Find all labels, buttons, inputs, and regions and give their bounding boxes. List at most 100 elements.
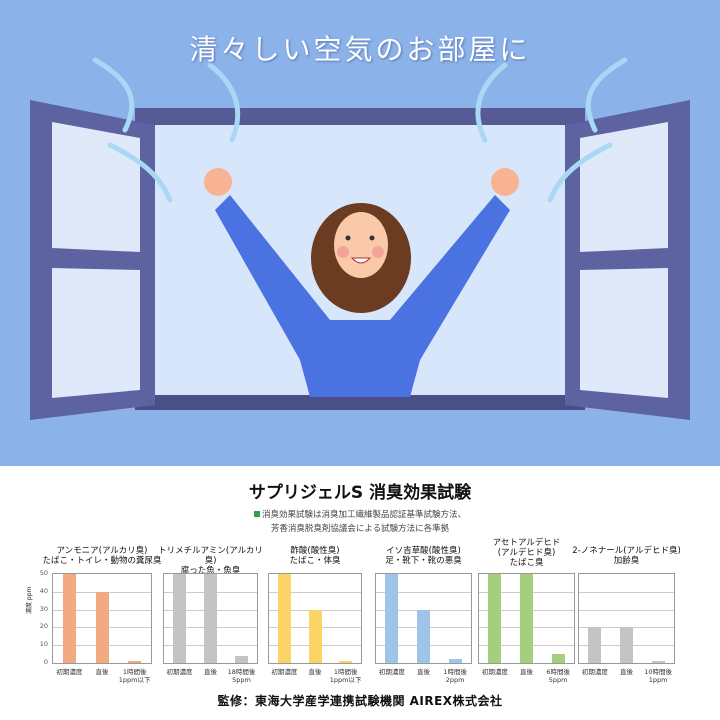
bar-初期濃度 [488, 574, 502, 663]
x-category: 直後 [520, 668, 533, 676]
x-category: 初期濃度 [378, 668, 405, 676]
test-title: サプリジェルS 消臭効果試験 [248, 483, 472, 503]
x-sublabel: 2ppm [445, 676, 465, 684]
gridline [579, 591, 674, 593]
hero-title: 清々しい空気のお部屋に [189, 33, 531, 66]
chart-4: アセトアルデヒド (アルデヒド臭) たばこ臭初期濃度 直後 6時間後 5ppm [478, 466, 575, 720]
bar-直後 [308, 609, 322, 663]
x-category: 初期濃度 [581, 668, 608, 676]
y-tick-label: 10 [39, 640, 48, 649]
x-sublabel: 1ppm以下 [118, 676, 151, 684]
chart-title-line: たばこ・トイレ・動物の糞尿臭 [42, 556, 162, 566]
chart-title-line: 2-ノネナール(アルデヒド臭) [572, 546, 681, 556]
plot-area [375, 573, 472, 664]
supervisor-credit: 監修：東海大学産学連携試験機関 AIREX株式会社 [217, 694, 503, 708]
bar-直後 [417, 609, 430, 663]
x-category: 10時間後 [644, 668, 673, 676]
hero-illustration: 清々しい空気のお部屋に [0, 0, 720, 466]
bar-1時間後 [128, 661, 142, 663]
note-text: 消臭効果試験は消臭加工繊維製品認証基準試験方法、 [261, 510, 466, 520]
bar-1時間後 [448, 659, 462, 663]
x-category: 初期濃度 [481, 668, 508, 676]
x-category: 直後 [204, 668, 217, 676]
x-tick-label: 直後 [404, 668, 444, 676]
chart-title: 2-ノネナール(アルデヒド臭) 加齢臭 [568, 546, 685, 566]
bar-直後 [620, 627, 633, 663]
y-tick-label: 30 [39, 604, 48, 613]
chart-title-line: (アルデヒド臭) [497, 548, 556, 558]
x-category: 直後 [620, 668, 633, 676]
x-category: 1時間後 [333, 668, 358, 676]
gridline [579, 609, 674, 611]
bar-直後 [520, 574, 533, 663]
y-axis-label: 濃度 ppm [26, 586, 33, 614]
bar-6時間後 [551, 654, 565, 663]
plot-area [478, 573, 575, 664]
x-tick-label: 直後 [607, 668, 647, 676]
window-illustration [30, 57, 690, 420]
chart-title: イソ吉草酸(酸性臭) 足・靴下・靴の悪臭 [365, 546, 482, 566]
x-category: 初期濃度 [56, 668, 83, 676]
chart-title-line: たばこ臭 [509, 558, 544, 568]
plot-area [268, 573, 362, 664]
x-category: 初期濃度 [166, 668, 193, 676]
chart-2: 酢酸(酸性臭) たばこ・体臭 初期濃度 直後 1時間後 1ppm以下 [268, 466, 362, 720]
plot-area [52, 573, 152, 664]
chart-0: アンモニア(アルカリ臭) たばこ・トイレ・動物の糞尿臭 0 10 20 30 40 50 初期濃… [40, 466, 162, 720]
chart-title: トリメチルアミン(アルカリ臭) 腐った魚・魚臭 [153, 546, 268, 576]
gridline [269, 591, 361, 593]
x-category: 1時間後 [122, 668, 147, 676]
y-tick-label: 50 [39, 569, 48, 577]
x-tick-label: 6時間後 5ppm [538, 668, 578, 684]
x-tick-label: 直後 [191, 668, 231, 676]
x-sublabel: 1ppm [648, 676, 668, 684]
y-tick-label: 0 [43, 658, 48, 666]
chart-title-line: アンモニア(アルカリ臭) [56, 546, 148, 556]
chart-title: アセトアルデヒド (アルデヒド臭) たばこ臭 [468, 538, 585, 568]
chart-title-line: アセトアルデヒド [492, 538, 561, 548]
x-tick-label: 直後 [82, 668, 122, 676]
x-category: 1時間後 [443, 668, 467, 676]
bullet-square-icon [253, 511, 260, 517]
chart-5: 2-ノネナール(アルデヒド臭) 加齢臭初期濃度 直後 10時間後 1ppm [572, 466, 681, 720]
x-category: 直後 [308, 668, 322, 676]
x-category: 直後 [417, 668, 430, 676]
bar-初期濃度 [62, 574, 76, 663]
x-category: 18時間後 [227, 668, 256, 676]
test-note-line1: 消臭効果試験は消臭加工繊維製品認証基準試験方法、 [0, 508, 720, 520]
x-sublabel: 5ppm [232, 676, 251, 684]
x-tick-label: 初期濃度 [160, 668, 200, 676]
x-tick-label: 1時間後 1ppm以下 [115, 668, 155, 684]
plot-area [163, 573, 258, 664]
chart-title-line: 加齢臭 [613, 556, 640, 566]
test-note-line2: 芳香消臭脱臭剤協議会による試験方法に各準拠 [270, 524, 450, 534]
x-tick-label: 初期濃度 [264, 668, 304, 676]
bar-直後 [204, 574, 217, 663]
x-category: 初期濃度 [271, 668, 298, 676]
chart-title-line: 足・靴下・靴の悪臭 [385, 556, 462, 566]
chart-title: アンモニア(アルカリ臭) たばこ・トイレ・動物の糞尿臭 [42, 546, 162, 566]
chart-title-line: トリメチルアミン(アルカリ臭) [158, 546, 263, 566]
chart-title-line: 腐った魚・魚臭 [180, 566, 241, 576]
chart-title-line: 酢酸(酸性臭) [290, 546, 340, 556]
y-tick-label: 20 [39, 622, 48, 631]
x-tick-label: 初期濃度 [49, 668, 89, 676]
deodorant-test-section: サプリジェルS 消臭効果試験 消臭効果試験は消臭加工繊維製品認証基準試験方法、 … [0, 466, 720, 720]
x-tick-label: 初期濃度 [575, 668, 615, 676]
bar-初期濃度 [173, 574, 186, 663]
x-tick-label: 18時間後 5ppm [222, 668, 262, 684]
chart-1: トリメチルアミン(アルカリ臭) 腐った魚・魚臭初期濃度 直後 18時間後 5ppm [158, 466, 263, 720]
y-tick-label: 40 [39, 586, 48, 595]
chart-3: イソ吉草酸(酸性臭) 足・靴下・靴の悪臭 初期濃度 直後 1時間後 2ppm [375, 466, 472, 720]
woman-figure [204, 168, 519, 397]
chart-title: 酢酸(酸性臭) たばこ・体臭 [258, 546, 372, 566]
bar-初期濃度 [588, 627, 602, 663]
gridline [376, 591, 471, 593]
bar-10時間後 [651, 661, 665, 663]
x-sublabel: 5ppm [548, 676, 568, 684]
plot-area [578, 573, 675, 664]
x-tick-label: 初期濃度 [372, 668, 412, 676]
x-tick-label: 初期濃度 [475, 668, 515, 676]
x-tick-label: 直後 [295, 668, 335, 676]
bar-初期濃度 [277, 574, 291, 663]
